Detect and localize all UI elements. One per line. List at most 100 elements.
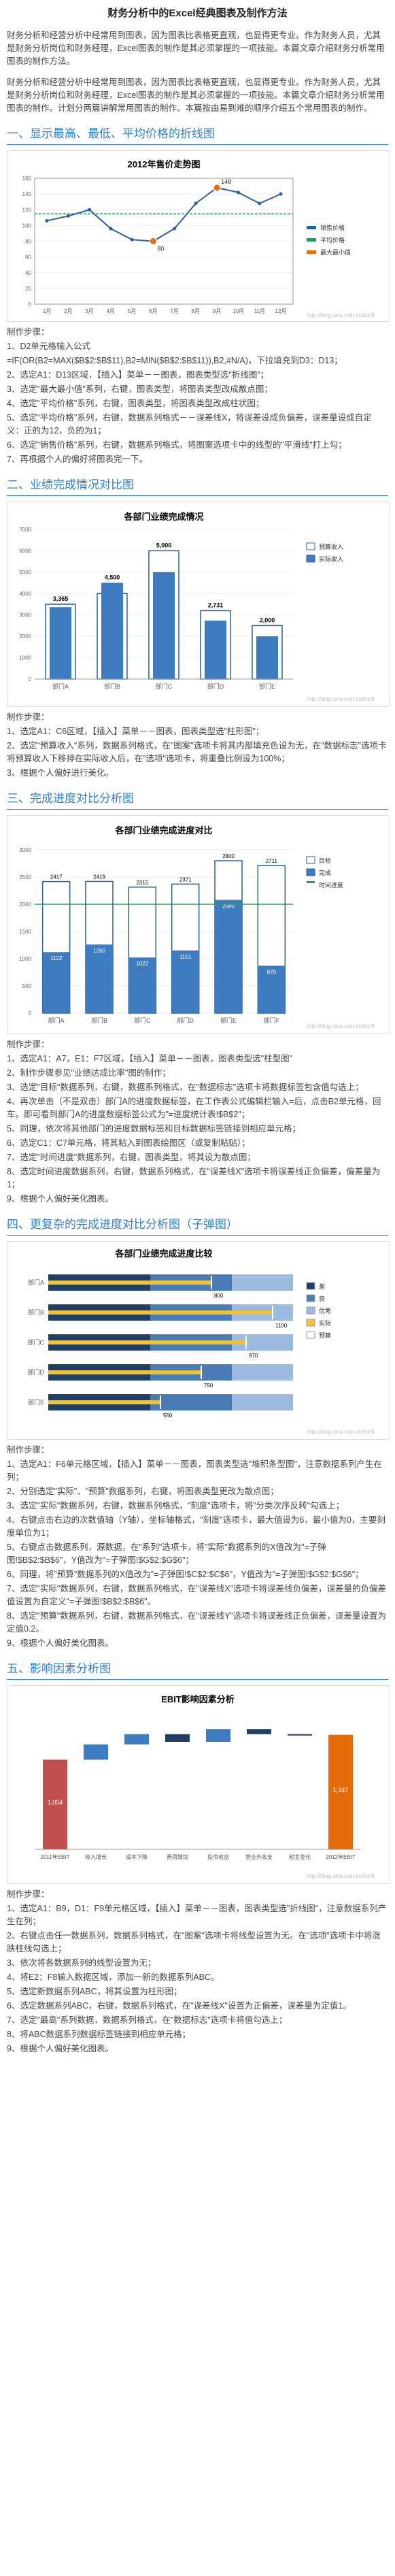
actual-bar xyxy=(48,1310,273,1315)
line-chart: 2012年售价走势图 0 20 40 60 80 100 120 140 160 148 80 1月 2月… xyxy=(7,150,390,322)
section-4-divider xyxy=(7,1235,388,1236)
actual-bar xyxy=(42,952,70,1013)
x-tick-label: 部门D xyxy=(207,682,224,690)
data-point xyxy=(173,227,177,231)
actual-label: 2080 xyxy=(222,904,235,910)
actual-bar xyxy=(86,944,113,1013)
data-point xyxy=(66,214,70,218)
value-label: 2,731 xyxy=(208,601,224,608)
step: 1、选定A1：F6单元格区域，【插入】菜单－－图表，图表类型选"堆积条型图"，注… xyxy=(7,1459,382,1482)
chart-title: 各部门业绩完成情况 xyxy=(123,512,203,522)
step: 2、右键点击任一数据系列，数据系列格式，在"图案"选项卡将线型设置为无。在"选项… xyxy=(7,1931,381,1953)
band-excellent xyxy=(232,1364,293,1381)
value-label: 750 xyxy=(204,1383,213,1389)
y-tick-label: 120 xyxy=(22,207,32,213)
x-tick-label: 8月 xyxy=(192,308,200,314)
step: 4、再次单击（不是双击）部门A的进度数据标签，在工作表公式编辑栏输入=后，点击B… xyxy=(7,1097,381,1119)
x-tick-label: 5月 xyxy=(128,308,136,314)
section-4-heading: 四、更复杂的完成进度对比分析图（子弹图） xyxy=(7,1218,238,1231)
step: 8、将ABC数据系列数据标签链接到相应单元格； xyxy=(7,2030,191,2039)
y-tick-label: 3000 xyxy=(19,847,31,853)
x-tick-label: 部门B xyxy=(91,1017,107,1024)
section-1-heading: 一、显示最高、最低、平均价格的折线图 xyxy=(7,127,215,140)
x-tick-label: 7月 xyxy=(170,308,178,314)
step: 5、选定"平均价格"系列，右键，数据系列格式－－误差线X，将误差设成负偏差，误差… xyxy=(7,413,372,435)
band-good xyxy=(150,1394,232,1410)
actual-label: 1260 xyxy=(93,948,105,954)
step: 4、右键点击右边的次数值轴（Y轴），坐标轴格式，"刻度"选项卡，最大值设为6，最… xyxy=(7,1515,385,1538)
actual-bar xyxy=(48,1400,160,1404)
y-tick-label: 140 xyxy=(22,191,32,197)
step: 1、D2单元格输入公式 xyxy=(7,342,90,351)
step: 8、选定"预算"数据系列，右键，数据系列格式，在"误差线Y"选项卡将误差线正负偏… xyxy=(7,1611,387,1634)
actual-label: 870 xyxy=(267,969,277,975)
x-tick-label: 1月 xyxy=(43,308,51,314)
x-tick-label: 部门F xyxy=(264,1017,280,1024)
step: 2、选定"预算收入"系列，数据系列格式，在"图案"选项卡将其内部填充色设为无，在… xyxy=(7,741,387,763)
step: 6、选定C1：C7单元格，将其粘入到图表绘图区（或复制粘贴）； xyxy=(7,1138,250,1148)
y-tick-label: 0 xyxy=(29,676,32,682)
series-line xyxy=(46,186,281,242)
x-tick-label: 部门D xyxy=(177,1017,194,1024)
y-tick-label: 1000 xyxy=(19,956,31,962)
waterfall-bar xyxy=(328,1734,353,1849)
value-label: 5,000 xyxy=(156,542,172,548)
y-tick-label: 1000 xyxy=(19,655,31,661)
step: =IF(OR(B2=MAX($B$2:$B$11),B2=MIN($B$2:$B… xyxy=(7,356,343,365)
legend-label: 良 xyxy=(319,1295,325,1302)
step: 3、选定"目标"数据系列，右键，数据系列格式，在"数据标志"选项卡将数据标签包含… xyxy=(7,1083,364,1092)
steps-title: 制作步骤： xyxy=(7,1040,50,1049)
y-tick-label: 80 xyxy=(25,239,31,245)
legend-swatch xyxy=(306,856,315,864)
waterfall-bar xyxy=(247,1729,271,1734)
value-label: 3,365 xyxy=(53,595,69,602)
data-point xyxy=(194,201,198,205)
y-tick-label: 部门C xyxy=(28,1338,45,1346)
y-tick-label: 160 xyxy=(22,176,32,182)
actual-bar xyxy=(215,899,242,1013)
legend-swatch xyxy=(306,542,315,550)
legend-label: 平均价格 xyxy=(320,236,345,244)
data-point xyxy=(45,218,49,222)
legend-swatch xyxy=(307,250,316,254)
chart-title: 2012年售价走势图 xyxy=(128,159,201,169)
waterfall-bar xyxy=(165,1734,190,1742)
x-tick-label: 12月 xyxy=(275,308,287,314)
actual-label: 1151 xyxy=(179,954,192,960)
legend-swatch xyxy=(306,1306,315,1315)
y-tick-label: 2500 xyxy=(19,874,31,880)
target-label: 2371 xyxy=(179,876,192,882)
y-tick-label: 6000 xyxy=(19,548,31,554)
data-point xyxy=(130,237,134,242)
section-2-heading: 二、业绩完成情况对比图 xyxy=(7,478,134,491)
x-tick-label: 成本下降 xyxy=(126,1853,148,1860)
legend-swatch xyxy=(306,1282,315,1290)
section-5-divider xyxy=(7,1679,388,1680)
legend-swatch xyxy=(307,238,316,242)
section-4-steps: 制作步骤： 1、选定A1：F6单元格区域，【插入】菜单－－图表，图表类型选"堆积… xyxy=(7,1444,388,1650)
step: 9、根据个人偏好美化图表。 xyxy=(7,1638,114,1648)
target-label: 2800 xyxy=(222,853,235,859)
section-3-steps: 制作步骤： 1、选定A1：A7，E1：F7区域，【插入】菜单－－图表，图表类型选… xyxy=(7,1038,388,1206)
watermark: http://blog.sina.com.cn/ktz/8 xyxy=(307,696,375,702)
legend-label: 预算 xyxy=(319,1332,331,1339)
actual-bar xyxy=(205,621,226,679)
section-1-divider xyxy=(7,144,388,145)
x-tick-label: 3月 xyxy=(85,308,93,314)
value-label: 2,000 xyxy=(260,616,275,623)
value-label: 550 xyxy=(163,1413,173,1419)
x-tick-label: 收入增长 xyxy=(85,1853,107,1860)
section-3-heading: 三、完成进度对比分析图 xyxy=(7,792,134,805)
value-label: 1100 xyxy=(275,1323,288,1329)
legend-label: 销售价格 xyxy=(320,224,345,231)
y-tick-label: 部门D xyxy=(28,1368,45,1376)
bullet-chart: 各部门业绩完成进度比较 800 部门A 1100 部门B 970 部门C 750 部门D 550 部… xyxy=(7,1241,390,1440)
step: 7、选定"时间进度"数据系列，右键，图表类型，将其设为散点图； xyxy=(7,1153,256,1162)
section-1-steps: 制作步骤： 1、D2单元格输入公式 =IF(OR(B2=MAX($B$2:$B$… xyxy=(7,326,388,466)
min-label: 80 xyxy=(157,246,164,252)
actual-bar xyxy=(48,1370,201,1374)
step: 7、选定"最高"系列数据，数据系列格式，在"数据标志"选项卡将值勾选上； xyxy=(7,2015,288,2025)
y-tick-label: 5000 xyxy=(19,569,31,576)
legend-label: 最大最小值 xyxy=(320,248,351,256)
step: 3、根据个人偏好进行美化。 xyxy=(7,768,114,778)
